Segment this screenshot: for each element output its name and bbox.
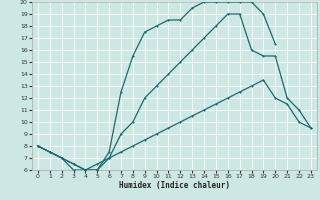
X-axis label: Humidex (Indice chaleur): Humidex (Indice chaleur) — [119, 181, 230, 190]
